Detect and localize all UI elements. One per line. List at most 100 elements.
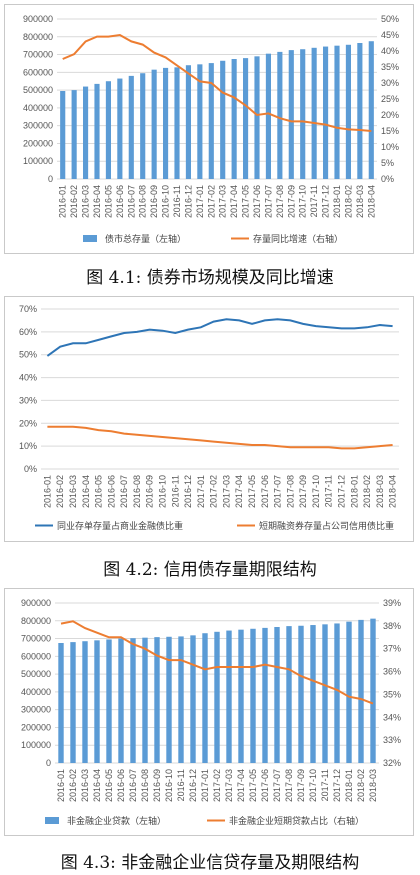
y-tick-label-left: 800000 xyxy=(21,616,51,626)
x-tick-label: 2017-05 xyxy=(247,475,257,508)
y-tick-label-left: 900000 xyxy=(23,14,53,24)
x-tick-label: 2018-01 xyxy=(349,475,359,508)
bar xyxy=(345,44,351,180)
x-tick-label: 2016-10 xyxy=(157,475,167,508)
bar xyxy=(178,636,184,763)
y-tick-label-left: 300000 xyxy=(21,705,51,715)
y-tick-label-right: 0% xyxy=(381,174,394,184)
x-tick-label: 2017-10 xyxy=(308,769,318,802)
x-tick-label: 2017-09 xyxy=(296,769,306,802)
x-tick-label: 2017-04 xyxy=(236,769,246,802)
bar xyxy=(83,86,89,179)
y-tick-label-right: 20% xyxy=(381,110,399,120)
x-tick-label: 2017-10 xyxy=(311,475,321,508)
x-tick-label: 2017-11 xyxy=(324,475,334,507)
chart-2-frame: 0% 10% 20% 30% 40% 50% 60% 70% 2016-01 2016-02 201… xyxy=(4,296,414,542)
legend-label: 存量同比增速（右轴） xyxy=(253,233,343,245)
legend-label: 非金融企业短期贷款占比（右轴） xyxy=(229,815,364,827)
y-tick-label-right: 36% xyxy=(383,667,401,677)
bar xyxy=(202,633,208,763)
x-tick-label: 2016-12 xyxy=(183,185,193,218)
bar xyxy=(154,637,160,763)
y-tick-label-left: 100000 xyxy=(21,740,51,750)
y-tick-label-left: 0 xyxy=(48,174,53,184)
y-tick-label-left: 700000 xyxy=(23,50,53,60)
bar xyxy=(106,639,112,763)
bar xyxy=(166,636,172,763)
y-tick-label-right: 39% xyxy=(383,598,401,608)
x-tick-label: 2016-02 xyxy=(55,475,65,508)
bar xyxy=(310,625,316,763)
bar xyxy=(60,91,66,179)
y-tick-label-right: 50% xyxy=(381,14,399,24)
bar xyxy=(94,640,100,763)
bar xyxy=(357,43,363,179)
y-tick-label-left: 900000 xyxy=(21,598,51,608)
x-tick-label: 2017-03 xyxy=(218,185,228,218)
x-tick-label: 2017-04 xyxy=(229,185,239,218)
x-tick-label: 2016-06 xyxy=(106,475,116,508)
x-tick-label: 2016-05 xyxy=(104,769,114,802)
x-tick-label: 2016-04 xyxy=(92,769,102,802)
bar xyxy=(298,625,304,763)
series-line xyxy=(62,33,372,132)
y-tick-label-right: 35% xyxy=(381,62,399,72)
x-tick-label: 2016-07 xyxy=(119,475,129,508)
chart-1-frame: 0 100000 200000 300000 400000 500000 600000 700… xyxy=(4,4,414,254)
chart-1-bond-market-size: 0 100000 200000 300000 400000 500000 600000 700… xyxy=(23,14,399,245)
x-tick-label: 2016-10 xyxy=(161,185,171,218)
x-tick-label: 2017-02 xyxy=(206,185,216,218)
bar xyxy=(71,90,77,179)
y-tick-label-left: 100000 xyxy=(23,156,53,166)
x-tick-label: 2017-05 xyxy=(248,769,258,802)
bar xyxy=(117,78,123,179)
y-tick-label-left: 500000 xyxy=(23,85,53,95)
y-tick-label-right: 32% xyxy=(383,758,401,768)
bar xyxy=(311,47,317,179)
chart-2-credit-bond-structure: 0%10%20%30%40%50%60%70%2016-01 2016-02 201… xyxy=(19,304,399,532)
x-tick-label: 2016-08 xyxy=(132,475,142,508)
legend-swatch-bar xyxy=(45,817,59,824)
legend-label: 短期融资券存量占公司信用债比重 xyxy=(259,520,394,532)
y-tick-label-left: 200000 xyxy=(23,138,53,148)
y-tick-label-left: 400000 xyxy=(23,103,53,113)
bar xyxy=(185,65,191,179)
bar xyxy=(70,642,76,763)
y-tick-label-right: 5% xyxy=(381,158,394,168)
bar xyxy=(322,624,328,763)
y-tick-label-left: 600000 xyxy=(21,651,51,661)
bar xyxy=(334,45,340,179)
caption-fig-4-2: 图 4.2: 信用债存量期限结构 xyxy=(103,560,317,580)
x-tick-label: 2018-04 xyxy=(388,475,398,508)
x-tick-label: 2016-10 xyxy=(164,769,174,802)
x-tick-label: 2016-01 xyxy=(42,475,52,508)
y-tick-label-right: 34% xyxy=(383,712,401,722)
x-tick-label: 2016-09 xyxy=(149,185,159,218)
x-tick-label: 2018-01 xyxy=(344,769,354,802)
series-line xyxy=(46,318,393,357)
bar xyxy=(300,49,306,179)
caption-fig-4-1: 图 4.1: 债券市场规模及同比增速 xyxy=(86,268,334,288)
x-tick-label: 2018-03 xyxy=(368,769,378,802)
x-tick-label: 2017-06 xyxy=(260,769,270,802)
x-tick-label: 2018-03 xyxy=(375,475,385,508)
x-tick-label: 2017-03 xyxy=(221,475,231,508)
bar xyxy=(286,626,292,763)
x-tick-label: 2018-01 xyxy=(332,185,342,218)
x-tick-label: 2016-09 xyxy=(145,475,155,508)
y-tick-label-right: 35% xyxy=(383,689,401,699)
x-tick-label: 2017-12 xyxy=(332,769,342,802)
x-tick-label: 2016-11 xyxy=(172,185,182,217)
y-tick-label-right: 30% xyxy=(381,78,399,88)
bar xyxy=(358,619,364,763)
bar xyxy=(288,50,294,179)
x-tick-label: 2017-01 xyxy=(196,475,206,508)
legend-label: 同业存单存量占商业金融债比重 xyxy=(57,520,183,532)
bar xyxy=(346,621,352,763)
x-tick-label: 2016-05 xyxy=(94,475,104,508)
x-tick-label: 2017-01 xyxy=(195,185,205,218)
caption-fig-4-3: 图 4.3: 非金融企业信贷存量及期限结构 xyxy=(60,853,360,873)
x-tick-label: 2017-07 xyxy=(272,769,282,802)
y-tick-label-right: 38% xyxy=(383,621,401,631)
x-tick-label: 2017-11 xyxy=(309,185,319,217)
